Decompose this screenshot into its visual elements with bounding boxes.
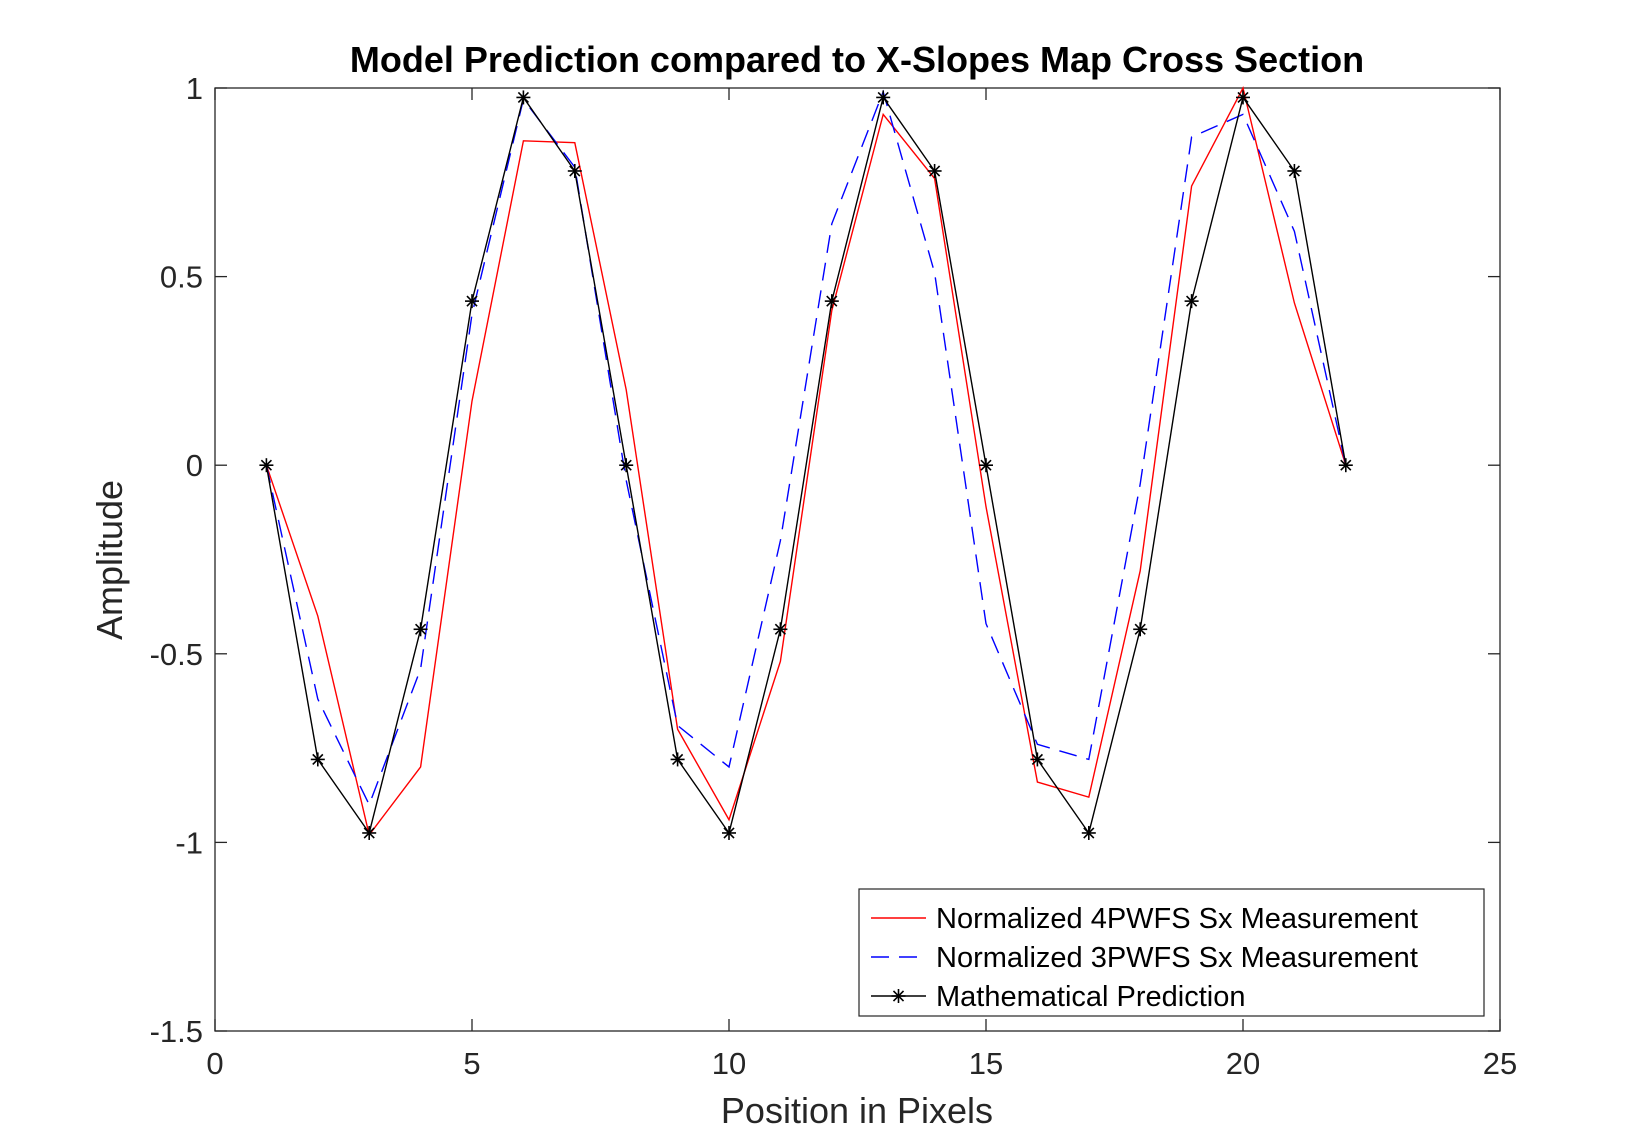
data-point-marker [1338,458,1353,473]
data-point-marker [773,622,788,637]
x-tick-label: 20 [1226,1046,1260,1081]
y-tick-label: 0.5 [160,260,203,295]
data-point-marker [1184,294,1199,309]
data-point-marker [310,752,325,767]
y-tick-label: -0.5 [150,637,203,672]
data-point-marker [259,458,274,473]
series-line-1 [265,86,1347,837]
data-point-marker [927,163,942,178]
x-tick-label: 0 [206,1046,223,1081]
legend-entries: Normalized 4PWFS Sx Measurement Normalize… [871,903,1418,1013]
x-tick-label: 25 [1483,1046,1517,1081]
x-axis-ticks: 0 5 10 15 20 25 [206,88,1517,1081]
data-point-marker [876,90,891,105]
data-point-marker [362,825,377,840]
series-line-2 [265,89,1347,807]
legend-label-1: Normalized 4PWFS Sx Measurement [936,903,1418,935]
x-axis-label: Position in Pixels [721,1090,993,1131]
data-point-marker [567,163,582,178]
y-tick-label: -1 [175,825,203,860]
data-point-marker [824,294,839,309]
legend-box [858,888,1485,1017]
plot-area [214,87,1501,1032]
data-point-marker [722,825,736,840]
data-point-marker [1133,622,1148,637]
data-point-marker [1081,825,1096,840]
data-point-marker [619,458,634,473]
data-point-marker [1287,163,1302,178]
chart-title: Model Prediction compared to X-Slopes Ma… [350,39,1364,80]
legend-marker [891,989,906,1003]
legend-label-3: Mathematical Prediction [936,981,1245,1013]
y-tick-label: -1.5 [150,1014,203,1049]
x-tick-label: 10 [712,1046,746,1081]
data-point-marker [465,294,479,309]
y-axis-ticks: -1.5 -1 -0.5 0 0.5 1 [150,71,1500,1049]
data-point-marker [413,622,428,637]
x-tick-label: 5 [463,1046,480,1081]
data-point-marker [670,752,685,767]
legend-label-2: Normalized 3PWFS Sx Measurement [936,942,1418,974]
data-point-marker [516,90,531,105]
y-axis-label: Amplitude [89,480,130,640]
series-line-3 [265,95,1347,835]
series-layer [259,86,1353,840]
x-tick-label: 15 [969,1046,1003,1081]
data-point-marker [1030,752,1045,767]
legend: Normalized 4PWFS Sx Measurement Normalize… [858,888,1485,1017]
y-tick-label: 0 [186,448,203,483]
data-point-marker [979,458,993,473]
y-tick-label: 1 [186,71,203,106]
data-point-marker [1236,90,1250,105]
